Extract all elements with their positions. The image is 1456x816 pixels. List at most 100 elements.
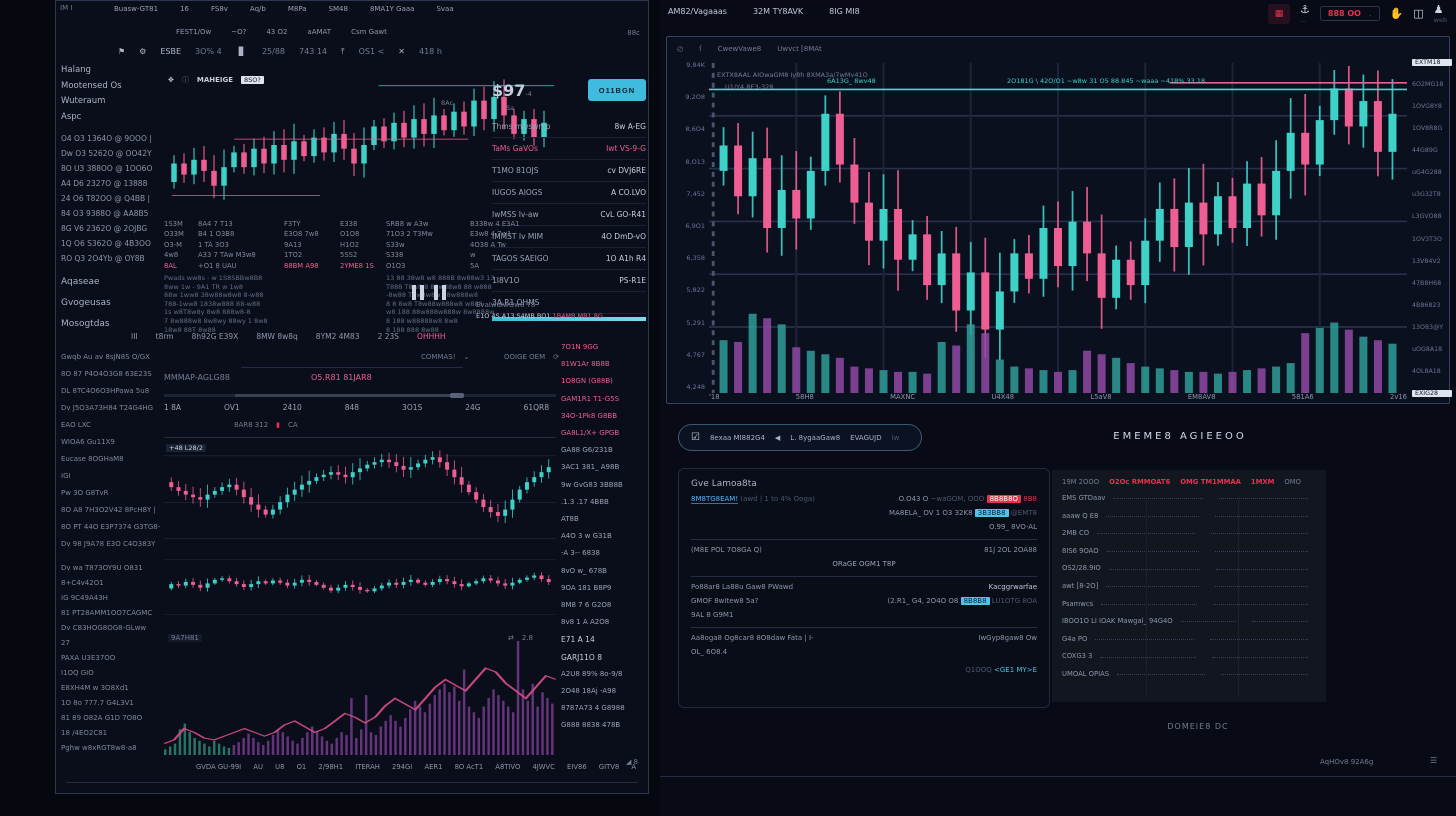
watchlist-row[interactable]: GARJ11O 8: [561, 652, 602, 662]
compare-control[interactable]: COMMAS! ⌄: [421, 353, 470, 361]
watchlist-row[interactable]: 8787A73 4 G8988: [561, 704, 625, 713]
entries-row[interactable]: aaaw Q E8: [1052, 508, 1326, 526]
sidebar-item[interactable]: Dv J5O3A73H84 T24G4HG: [61, 404, 154, 412]
order-row[interactable]: IUGOS AIOGS A CO.LVO: [492, 182, 646, 204]
entries-row[interactable]: Psamwcs: [1052, 596, 1326, 614]
top-tab[interactable]: 16: [180, 5, 189, 13]
chart-tab[interactable]: 8MW 8w8q: [256, 332, 298, 341]
interval-option[interactable]: 61QR8: [523, 403, 549, 412]
expand-icon[interactable]: ◢ 8: [625, 758, 638, 766]
upload-icon[interactable]: ⤒: [341, 47, 345, 56]
entries-row[interactable]: OS2/28.9IO: [1052, 560, 1326, 578]
sidebar-item[interactable]: Gwqb Au av 8sJN8S O/GX: [61, 353, 150, 361]
entries-row[interactable]: EMS GTDaav: [1052, 490, 1326, 508]
sidebar-item[interactable]: 81 89 O82A G1D 7O8O: [61, 714, 143, 722]
menu-icon[interactable]: ☰: [1430, 756, 1438, 765]
entries-header-cell[interactable]: OMO: [1284, 478, 1301, 486]
chart-tab[interactable]: OHHHH: [417, 332, 446, 341]
sidebar-nav-item[interactable]: Halang: [61, 65, 91, 75]
filter-label-1[interactable]: 8exaa MI882G4: [709, 433, 765, 442]
sidebar-order-row[interactable]: O4 O3 1364O @ 9OOO |: [61, 134, 152, 143]
symbol-link[interactable]: 8M8TG8EAM!: [691, 495, 739, 504]
toolbar-label-3[interactable]: 25/88: [261, 47, 286, 56]
entries-row[interactable]: G4a PO: [1052, 631, 1326, 649]
watchlist-row[interactable]: GA88 G6/231B: [561, 446, 613, 455]
top-tab[interactable]: Svaa: [436, 5, 454, 13]
sidebar-item[interactable]: 8O PT 44O E3P7374 G3TG8-: [61, 523, 161, 531]
entries-row[interactable]: 8IS6 9OAO: [1052, 543, 1326, 561]
sidebar-item[interactable]: WIOA6 Gu11X9: [61, 438, 115, 446]
panel-icon[interactable]: ◫: [1413, 7, 1424, 20]
nav-link[interactable]: AM82/Vagaaas: [668, 7, 727, 16]
toolbar-label-2[interactable]: 3O% 4: [195, 47, 222, 56]
sidebar-item[interactable]: 8O 87 P4O4O3G8 63E23S: [61, 370, 152, 378]
table-row[interactable]: O33M B4 1 O3B8 E3O8 7w8 O1O8 71O3 2 T3Mw E3w…: [164, 230, 512, 239]
interval-option[interactable]: 2410: [282, 403, 302, 412]
entries-header-cell[interactable]: 1MXM: [1250, 478, 1275, 486]
table-row[interactable]: 1S3M 8A4 7 T13 F3TY E338 SRB8 w A3w B338w 4 …: [164, 220, 520, 228]
pause-icon[interactable]: ▐▎: [235, 47, 248, 56]
gear-icon[interactable]: ⚙: [139, 47, 147, 56]
volume-indicator-chart[interactable]: [164, 631, 556, 755]
top-tab[interactable]: M8Pa: [287, 5, 307, 13]
interval-option[interactable]: 1 8A: [164, 403, 182, 412]
entries-header-cell[interactable]: 19M 2OOO: [1062, 478, 1100, 486]
pause-controls[interactable]: [412, 285, 446, 300]
order-row[interactable]: T1MO 81OJS cv DVJ6RE: [492, 160, 646, 182]
toolbar-label-1[interactable]: ESBE: [160, 47, 182, 56]
watchlist-row[interactable]: 8v8 1 A A2O8: [561, 618, 610, 627]
sidebar-item[interactable]: 18 /4EO2C81: [61, 729, 108, 737]
main-candlestick-chart[interactable]: [164, 71, 554, 219]
watchlist-row[interactable]: 8vO w_ 678B: [561, 566, 607, 575]
toolbar-label-5[interactable]: OS1 <: [358, 47, 385, 56]
primary-candlestick-chart[interactable]: [709, 63, 1407, 393]
sidebar-item[interactable]: E8XH4M w 3O8Xd1: [61, 684, 129, 692]
filter-label-4[interactable]: Iw: [891, 433, 900, 442]
chart-tab-2[interactable]: Uwvct [8MAt: [777, 45, 822, 53]
chart-tab[interactable]: 2 23S: [377, 332, 400, 341]
sidebar-item[interactable]: EAO LXC: [61, 421, 91, 429]
watchlist-row[interactable]: 7O1N 9GG: [561, 343, 599, 351]
secondary-candlestick-chart[interactable]: [164, 441, 556, 547]
watchlist-row[interactable]: G888 8838 478B: [561, 721, 621, 730]
watchlist-row[interactable]: AT8B: [561, 515, 579, 524]
entries-row[interactable]: IBOO1O LI IOAK Mawgal_ 94G4O: [1052, 613, 1326, 631]
top-tab[interactable]: FS8v: [210, 5, 228, 13]
sidebar-item[interactable]: 1O 8o 777.7 G4L3V1: [61, 699, 134, 707]
watchlist-row[interactable]: 81W1Ar 8B8B: [561, 360, 610, 369]
sidebar-item[interactable]: DL 8TC4O6O3HPawa 5u8: [61, 387, 150, 395]
sidebar-item[interactable]: 8O A8 7H3O2V42 8PcH8Y |: [61, 506, 156, 514]
sidebar-nav-item[interactable]: Wuteraum: [61, 96, 106, 106]
sidebar-order-row[interactable]: Dw O3 5262O @ OO42Y: [61, 149, 152, 158]
toolbar-item[interactable]: FEST1/Ow: [176, 28, 212, 36]
info-icon[interactable]: ⓘ: [181, 76, 189, 84]
flag-icon[interactable]: ⚑: [118, 47, 126, 56]
curve-icon[interactable]: ſ: [699, 45, 702, 53]
watchlist-row[interactable]: 9OA 181 B8P9: [561, 583, 612, 592]
table-row[interactable]: 8AL +O1 8 UAU 88BM A98 2YME8 1S O1O3 5A: [164, 261, 479, 270]
confirm-link[interactable]: <GE1 MY>E: [994, 666, 1037, 674]
mode-control[interactable]: OOIGE OEM ⟳: [504, 353, 560, 361]
price-ticker[interactable]: 888 OO.: [1319, 6, 1380, 21]
watchlist-row[interactable]: 9w GvG83 3BB8B: [561, 480, 623, 489]
watchlist-row[interactable]: GAM1R1 T1-G5S: [561, 394, 620, 403]
chart-tab-1[interactable]: CwewVawe8: [717, 45, 762, 53]
top-tab[interactable]: Aq/b: [249, 5, 266, 13]
sidebar-nav-item[interactable]: Mootensed Os: [61, 80, 122, 91]
entries-row[interactable]: COXG3 3: [1052, 648, 1326, 666]
chart-tab[interactable]: t8rm: [155, 332, 174, 341]
entries-row[interactable]: awt [8-2O]: [1052, 578, 1326, 596]
entries-row[interactable]: UMOAL OPIAS: [1052, 666, 1326, 684]
nav-link[interactable]: 32M TY8AVK: [752, 7, 804, 16]
toolbar-item[interactable]: ~O?: [231, 28, 247, 36]
order-row[interactable]: 1I8V1O PS-R1E: [492, 270, 646, 292]
sidebar-order-row[interactable]: 8G V6 2362O @ 2OJBG: [61, 224, 148, 233]
sidebar-nav-item[interactable]: Aspc: [61, 111, 82, 122]
entries-header-cell[interactable]: OMG TM1MMAA: [1180, 478, 1241, 486]
table-row[interactable]: 4w8 A33 7 TAw M3w8 1TO2 5SS2 S338 w: [164, 251, 476, 260]
sidebar-section-header[interactable]: Gvogeusas: [61, 298, 111, 308]
sidebar-item[interactable]: Dv C83HOG8OG8-GLww: [61, 624, 147, 632]
sidebar-item[interactable]: 8+C4v42O1: [61, 579, 104, 587]
watchlist-row[interactable]: A2U8 89% 8o-9/8: [561, 669, 623, 678]
sidebar-item[interactable]: Pghw w8xRGT8w8-a8: [61, 744, 137, 752]
